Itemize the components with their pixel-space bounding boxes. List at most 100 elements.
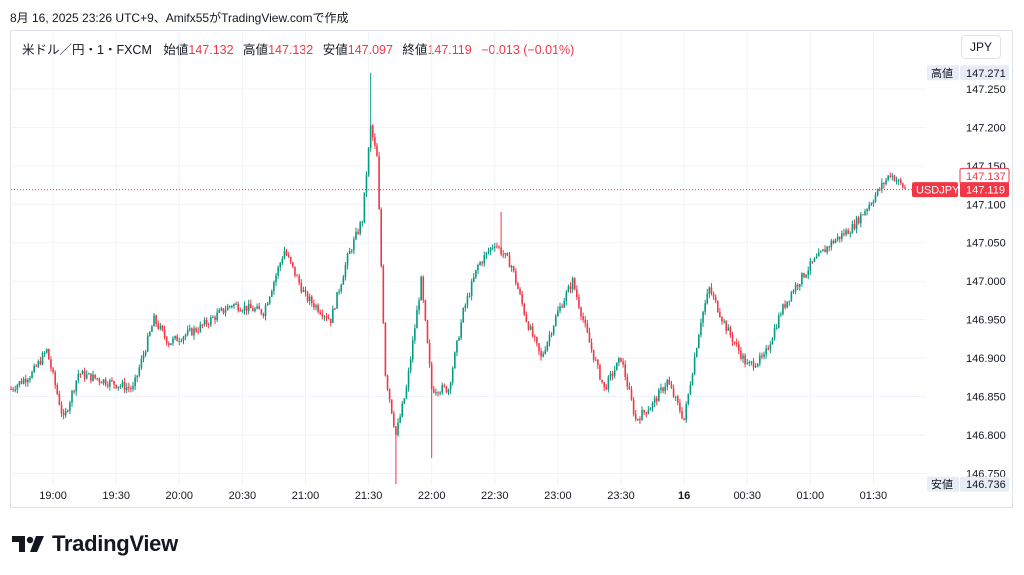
- candle-body: [769, 344, 772, 350]
- tradingview-logo[interactable]: TradingView: [12, 531, 178, 557]
- candle-body: [702, 311, 704, 323]
- candle-body: [294, 266, 296, 276]
- candle-body: [689, 385, 692, 394]
- tradingview-wordmark: TradingView: [52, 531, 178, 556]
- candle-body: [350, 250, 353, 252]
- candle-body: [161, 325, 164, 330]
- candle-body: [374, 137, 376, 146]
- x-tick-label: 22:00: [418, 490, 446, 502]
- candle-body: [794, 284, 797, 292]
- candle-body: [674, 396, 677, 398]
- candle-body: [336, 291, 338, 309]
- candle-body: [386, 375, 389, 389]
- candle-body: [113, 380, 115, 385]
- candle-body: [334, 308, 336, 310]
- candle-body: [500, 247, 502, 255]
- candle-body: [512, 266, 515, 272]
- candle-body: [841, 233, 843, 239]
- candle-body: [847, 230, 849, 234]
- candle-body: [64, 410, 67, 416]
- y-tick-label: 147.100: [966, 199, 1006, 211]
- candle-body: [462, 308, 465, 323]
- candle-body: [624, 364, 627, 378]
- candle-body: [62, 413, 65, 416]
- candle-body: [35, 365, 38, 367]
- candle-body: [165, 336, 168, 344]
- candle-body: [681, 411, 683, 419]
- candle-body: [828, 246, 831, 248]
- candle-body: [874, 195, 877, 202]
- candle-body: [405, 387, 408, 399]
- candle-body: [94, 374, 96, 379]
- candle-body: [742, 355, 744, 359]
- candle-body: [249, 303, 252, 309]
- y-tick-label: 146.950: [966, 315, 1006, 327]
- candle-body: [630, 389, 633, 400]
- candle-body: [763, 354, 765, 357]
- candle-body: [191, 328, 193, 336]
- candle-body: [601, 379, 603, 383]
- low-value-text: 146.736: [966, 479, 1006, 491]
- candle-body: [777, 315, 780, 328]
- low-value-box: [960, 476, 1009, 492]
- candle-body: [367, 148, 370, 176]
- time-axis[interactable]: 19:00 19:30 20:00 20:30 21:00 21:30 22:00 22:30…: [39, 490, 887, 502]
- candle-body: [426, 320, 429, 344]
- candle-body: [449, 382, 452, 390]
- candle-body: [45, 348, 48, 353]
- candle-body: [117, 386, 120, 388]
- y-tick-label: 147.000: [966, 276, 1006, 288]
- candle-body: [811, 261, 814, 263]
- candle-body: [182, 336, 185, 341]
- candle-body: [138, 367, 141, 376]
- candle-body: [708, 287, 711, 294]
- candle-body: [576, 289, 578, 298]
- candle-body: [37, 361, 40, 367]
- candle-body: [719, 312, 721, 318]
- candle-body: [376, 145, 378, 157]
- candle-body: [498, 246, 500, 248]
- candle-body: [662, 387, 664, 392]
- candle-body: [618, 357, 620, 363]
- candle-body: [653, 398, 656, 403]
- candle-body: [637, 418, 639, 420]
- candle-body: [729, 327, 732, 336]
- candle-body: [765, 348, 767, 355]
- ohlc-legend: 米ドル／円・1・FXCM 始値147.132 高値147.132 安値147.0…: [22, 39, 580, 58]
- candle-body: [310, 296, 313, 304]
- candle-body: [632, 399, 635, 415]
- candle-body: [832, 240, 835, 243]
- currency-button[interactable]: JPY: [961, 35, 1001, 59]
- candle-body: [332, 308, 334, 324]
- candle-body: [136, 375, 139, 378]
- candle-body: [178, 341, 181, 343]
- symbol-tag-box: [912, 182, 958, 198]
- candle-body: [475, 270, 477, 278]
- candle-body: [199, 324, 202, 332]
- price-axis[interactable]: 146.750146.800146.850146.900146.950147.0…: [966, 84, 1006, 481]
- x-tick-label: 20:30: [229, 490, 257, 502]
- candle-body: [771, 338, 774, 345]
- candle-body: [271, 290, 273, 297]
- x-tick-label: 00:30: [733, 490, 761, 502]
- candle-body: [344, 265, 347, 278]
- candle-body: [411, 340, 414, 360]
- candle-body: [849, 233, 852, 235]
- candle-body: [338, 291, 340, 293]
- legend-symbol[interactable]: 米ドル／円・1・FXCM: [22, 43, 152, 57]
- candle-body: [683, 418, 685, 420]
- candle-body: [472, 277, 475, 282]
- candle-body: [893, 175, 896, 182]
- candle-body: [822, 249, 824, 252]
- candle-body: [81, 371, 84, 375]
- candle-body: [245, 305, 248, 311]
- candle-body: [645, 412, 648, 414]
- candle-body: [256, 306, 258, 309]
- candle-body: [710, 287, 713, 294]
- candle-body: [731, 335, 734, 342]
- candle-body: [83, 371, 86, 379]
- candle-body: [273, 281, 275, 291]
- candle-body: [693, 356, 696, 375]
- candle-body: [830, 240, 833, 248]
